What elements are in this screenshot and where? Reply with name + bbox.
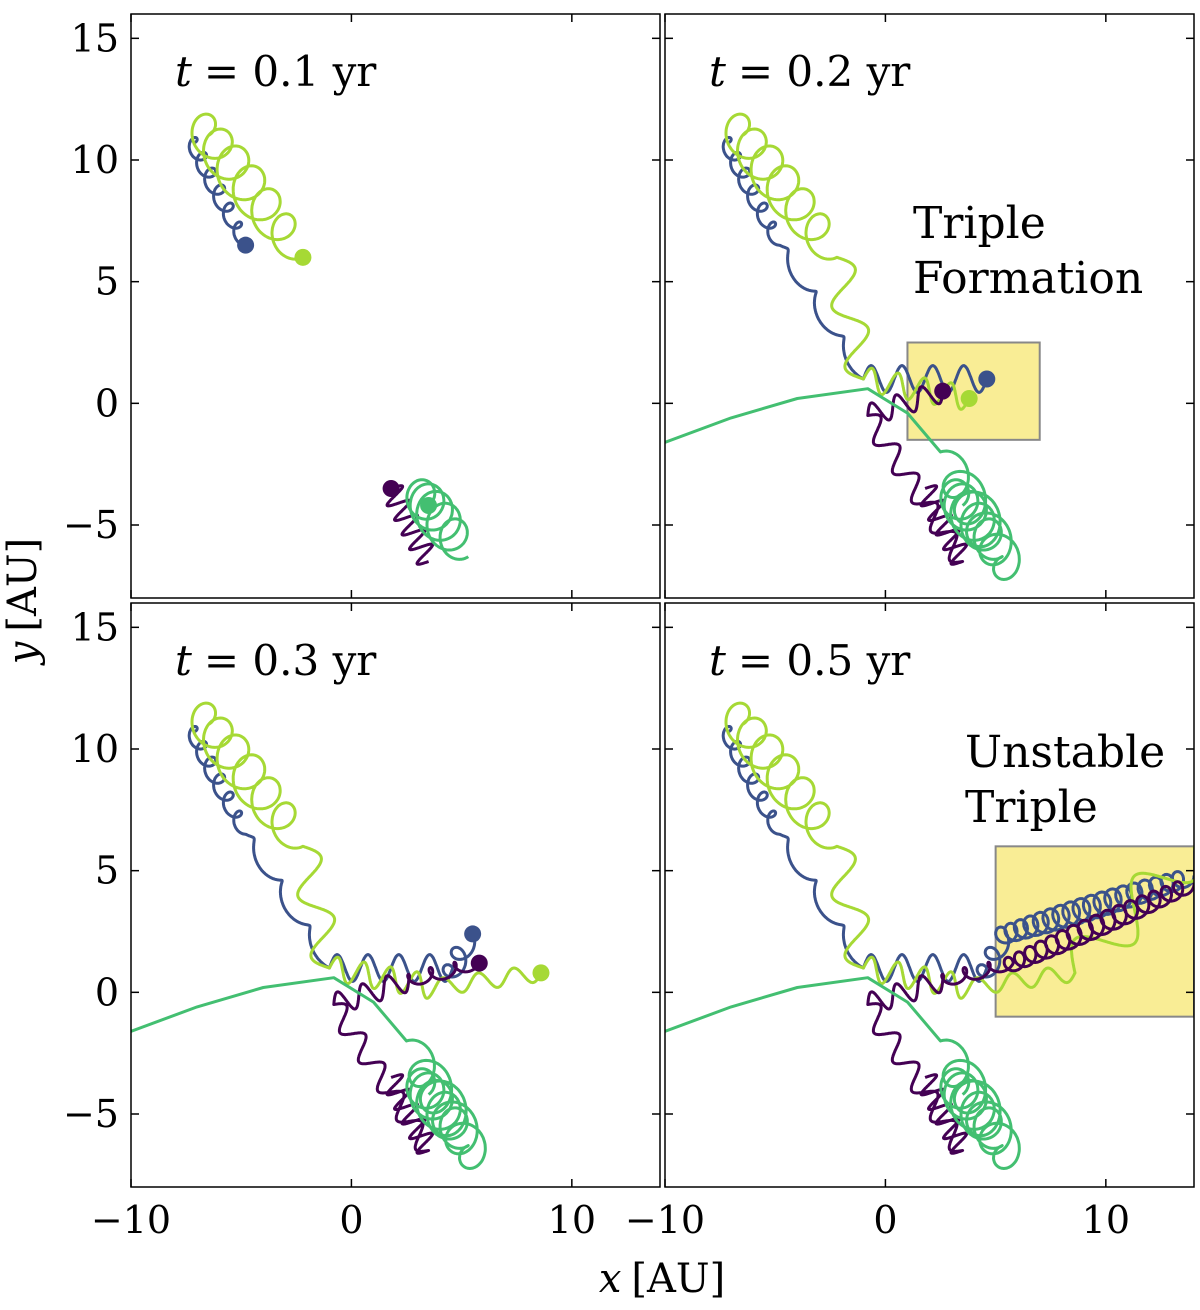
star-marker bbox=[470, 954, 488, 972]
annotation-line: Triple bbox=[965, 782, 1098, 833]
y-axis-title: y [AU] bbox=[0, 538, 46, 666]
panel-time-label: t = 0.5 yr bbox=[709, 636, 911, 685]
y-tick-label: 5 bbox=[95, 849, 119, 893]
x-tick-label: 0 bbox=[339, 1198, 363, 1242]
x-axis-title: x [AU] bbox=[599, 1256, 725, 1302]
trajectory-star-4 bbox=[665, 976, 1021, 1170]
y-tick-label: 15 bbox=[71, 605, 119, 649]
x-axis-unit: [AU] bbox=[631, 1256, 725, 1302]
trajectory-star-4 bbox=[665, 387, 1021, 581]
x-tick-label: −10 bbox=[91, 1198, 171, 1242]
trajectory-star-4 bbox=[405, 478, 470, 561]
panel-time-label: t = 0.2 yr bbox=[709, 47, 911, 96]
x-tick-label: −10 bbox=[625, 1198, 705, 1242]
x-tick-label: 10 bbox=[548, 1198, 596, 1242]
panel-time-label: t = 0.1 yr bbox=[175, 47, 377, 96]
panel-frame bbox=[130, 13, 661, 599]
star-marker bbox=[237, 236, 255, 254]
x-axis-var: x bbox=[599, 1256, 622, 1302]
panel-frame bbox=[664, 602, 1195, 1188]
y-tick-label: 10 bbox=[71, 138, 119, 182]
y-tick-label: 10 bbox=[71, 727, 119, 771]
annotation-line: Formation bbox=[913, 253, 1143, 304]
star-marker bbox=[382, 480, 400, 497]
star-marker bbox=[960, 389, 978, 407]
trajectory-star-2 bbox=[190, 701, 543, 1000]
trajectory-star-2 bbox=[724, 112, 971, 411]
trajectory-star-2 bbox=[190, 112, 304, 261]
panel-3: −10 0 10 −5 0 5 10 15 t = 0.3 yr bbox=[63, 602, 661, 1242]
panel-time-value: = 0.5 yr bbox=[738, 636, 911, 685]
y-axis-unit: [AU] bbox=[0, 538, 46, 632]
star-marker bbox=[464, 925, 482, 943]
trajectory-star-1 bbox=[187, 136, 247, 247]
plot-area bbox=[665, 701, 1194, 1170]
trajectory-star-3 bbox=[866, 880, 1194, 1155]
trajectory-star-3 bbox=[385, 484, 435, 566]
panel-time-var: t bbox=[709, 636, 726, 685]
panel-time-value: = 0.3 yr bbox=[204, 636, 377, 685]
y-tick-label: 0 bbox=[95, 970, 119, 1014]
star-marker bbox=[978, 370, 996, 388]
y-axis-var: y bbox=[0, 640, 46, 666]
panel-time-label: t = 0.3 yr bbox=[175, 636, 377, 685]
plot-area bbox=[131, 701, 550, 1170]
annotation-line: Unstable bbox=[965, 727, 1165, 778]
trajectory-star-4 bbox=[131, 976, 487, 1170]
panel-frame bbox=[130, 602, 661, 1188]
panel-frame bbox=[664, 13, 1195, 599]
star-marker bbox=[532, 964, 550, 982]
y-tick-label: −5 bbox=[63, 1092, 119, 1136]
y-tick-label: 15 bbox=[71, 16, 119, 60]
panel-time-value: = 0.1 yr bbox=[204, 47, 377, 96]
star-marker bbox=[294, 248, 312, 266]
panel-time-value: = 0.2 yr bbox=[738, 47, 911, 96]
x-tick-label: 0 bbox=[873, 1198, 897, 1242]
plot-area bbox=[665, 112, 1041, 581]
annotation-line: Triple bbox=[913, 198, 1046, 249]
panel-time-var: t bbox=[175, 47, 192, 96]
panel-1: −5 0 5 10 15 t = 0.1 yr bbox=[63, 13, 661, 599]
star-marker bbox=[934, 382, 952, 400]
trajectory-star-3 bbox=[866, 385, 969, 566]
plot-area bbox=[187, 112, 470, 566]
y-tick-label: 5 bbox=[95, 260, 119, 304]
panel-time-var: t bbox=[709, 47, 726, 96]
x-tick-label: 10 bbox=[1082, 1198, 1130, 1242]
panel-time-var: t bbox=[175, 636, 192, 685]
star-marker bbox=[420, 497, 438, 515]
y-tick-label: 0 bbox=[95, 381, 119, 425]
y-tick-label: −5 bbox=[63, 503, 119, 547]
trajectory-star-1 bbox=[187, 725, 477, 983]
